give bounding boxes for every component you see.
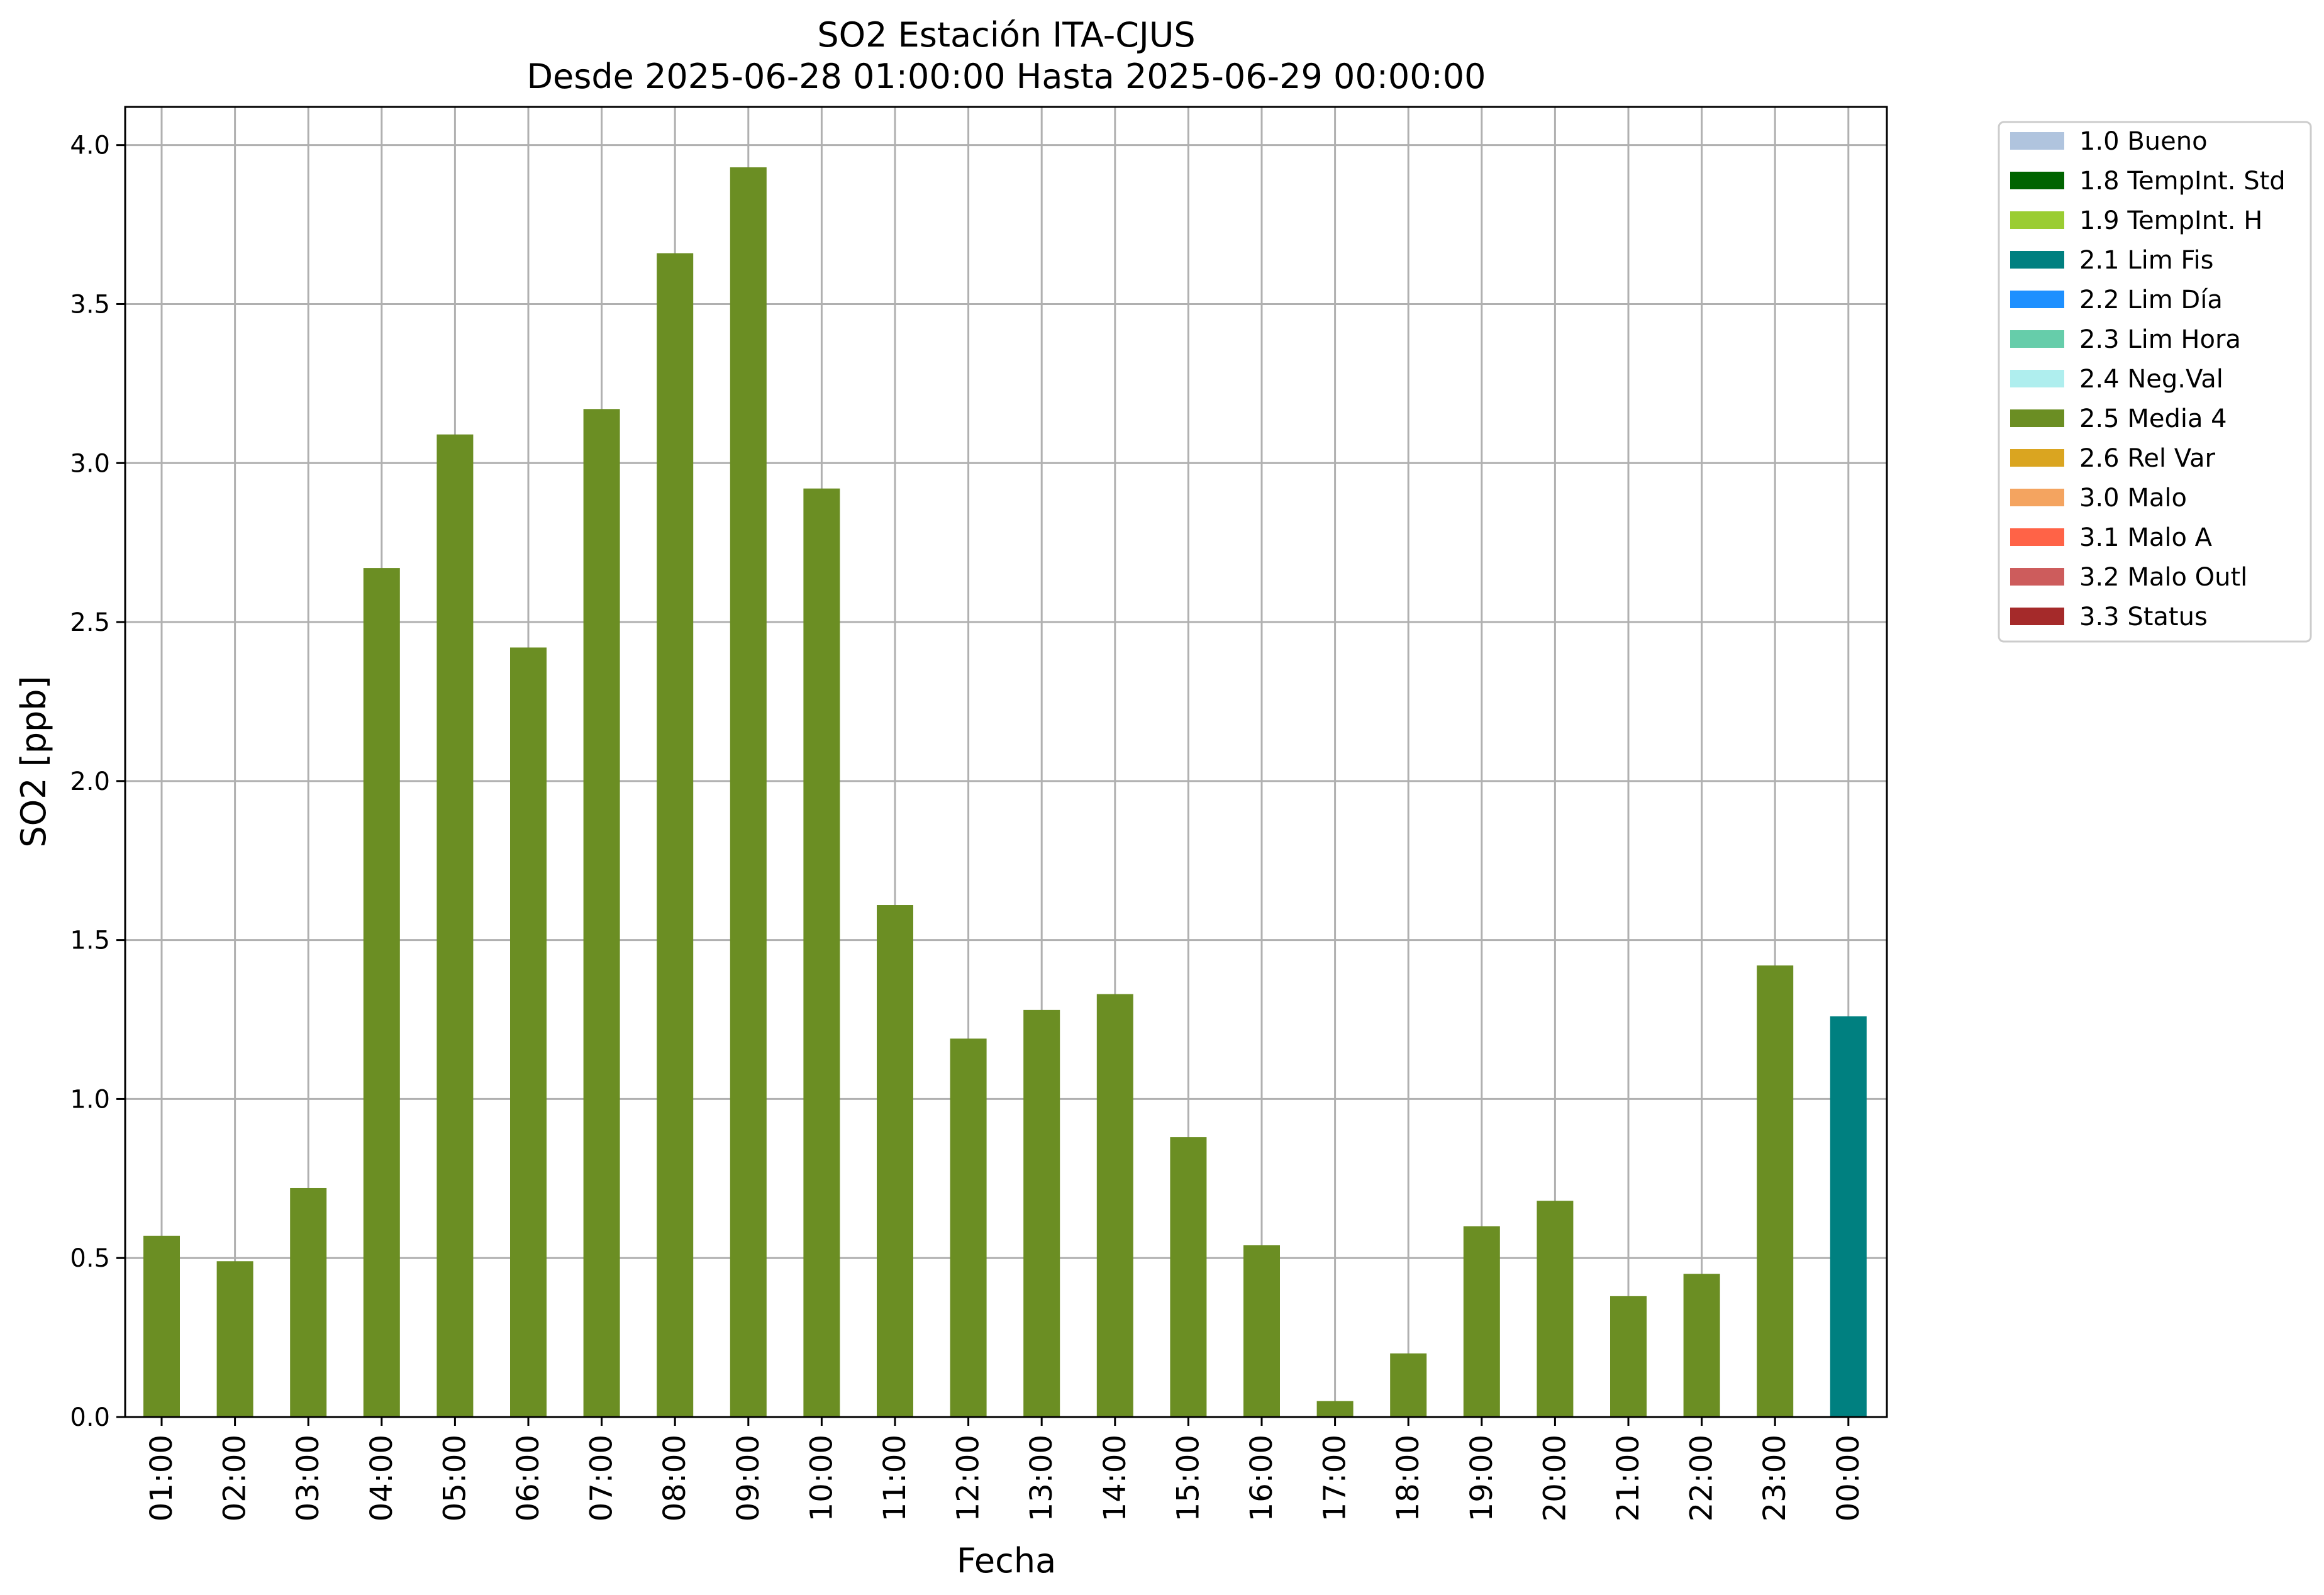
x-tick-label: 22:00 — [1684, 1435, 1720, 1521]
bar-0000 — [1830, 1016, 1867, 1417]
bar-1500 — [1170, 1137, 1207, 1417]
bar-1100 — [877, 905, 913, 1417]
legend-swatch — [2010, 528, 2064, 546]
x-tick-label: 21:00 — [1611, 1435, 1646, 1521]
legend-swatch — [2010, 489, 2064, 506]
x-tick-label: 10:00 — [804, 1435, 839, 1521]
legend-swatch — [2010, 211, 2064, 229]
legend-label: 3.3 Status — [2079, 603, 2208, 631]
legend-swatch — [2010, 409, 2064, 427]
bars — [143, 167, 1867, 1418]
y-tick-label: 2.0 — [70, 767, 110, 796]
x-tick-label: 07:00 — [584, 1435, 620, 1521]
legend-swatch — [2010, 172, 2064, 189]
bar-2300 — [1757, 965, 1794, 1417]
y-axis-ticks: 0.0 0.5 1.0 1.5 2.0 2.5 3.0 3.5 4.0 — [70, 131, 125, 1432]
x-tick-label: 14:00 — [1098, 1435, 1133, 1521]
x-tick-label: 16:00 — [1244, 1435, 1279, 1521]
y-tick-label: 1.0 — [70, 1085, 110, 1114]
bar-1200 — [950, 1038, 987, 1417]
bar-1700 — [1316, 1401, 1354, 1417]
legend-swatch — [2010, 370, 2064, 387]
x-tick-label: 08:00 — [657, 1435, 692, 1521]
x-tick-label: 00:00 — [1831, 1435, 1866, 1521]
legend-label: 2.1 Lim Fis — [2079, 246, 2213, 275]
bar-0400 — [363, 568, 400, 1417]
bar-0300 — [290, 1187, 327, 1417]
y-tick-label: 3.5 — [70, 290, 110, 319]
bar-1900 — [1463, 1226, 1500, 1417]
y-tick-label: 3.0 — [70, 449, 110, 478]
bar-1400 — [1096, 994, 1133, 1417]
y-tick-label: 2.5 — [70, 608, 110, 637]
bar-1300 — [1023, 1009, 1060, 1417]
plot-frame — [124, 106, 1888, 1418]
legend-swatch — [2010, 449, 2064, 467]
chart-title-line-1: SO2 Estación ITA-CJUS — [817, 15, 1195, 55]
legend-swatch — [2010, 251, 2064, 269]
bar-0500 — [436, 434, 474, 1417]
x-tick-label: 02:00 — [218, 1435, 253, 1521]
bar-2100 — [1610, 1296, 1647, 1417]
legend: 1.0 Bueno 1.8 TempInt. Std 1.9 TempInt. H 2… — [1998, 121, 2312, 643]
bar-0700 — [583, 409, 620, 1417]
x-tick-label: 15:00 — [1170, 1435, 1206, 1521]
legend-swatch — [2010, 608, 2064, 625]
x-tick-label: 12:00 — [951, 1435, 986, 1521]
legend-label: 1.8 TempInt. Std — [2079, 167, 2286, 196]
bar-2200 — [1683, 1274, 1720, 1417]
legend-swatch — [2010, 291, 2064, 308]
x-tick-label: 11:00 — [877, 1435, 913, 1521]
x-tick-label: 09:00 — [731, 1435, 766, 1521]
bar-1600 — [1243, 1245, 1280, 1417]
legend-label: 3.2 Malo Outl — [2079, 563, 2247, 592]
bar-1800 — [1390, 1353, 1427, 1417]
legend-label: 2.4 Neg.Val — [2079, 365, 2223, 394]
legend-label: 2.3 Lim Hora — [2079, 325, 2241, 354]
x-axis-label: Fecha — [957, 1541, 1056, 1581]
bar-0600 — [510, 647, 547, 1417]
x-tick-label: 01:00 — [144, 1435, 179, 1521]
legend-label: 2.5 Media 4 — [2079, 404, 2227, 433]
bar-0800 — [657, 253, 694, 1417]
legend-label: 1.0 Bueno — [2079, 127, 2208, 156]
legend-label: 3.0 Malo — [2079, 484, 2187, 513]
bar-0200 — [216, 1261, 253, 1417]
y-tick-label: 0.5 — [70, 1244, 110, 1273]
y-tick-label: 0.0 — [70, 1403, 110, 1432]
legend-label: 1.9 TempInt. H — [2079, 206, 2262, 235]
bar-0900 — [730, 167, 767, 1417]
y-tick-label: 4.0 — [70, 131, 110, 160]
y-axis-label: SO2 [ppb] — [14, 675, 53, 847]
x-tick-label: 05:00 — [437, 1435, 472, 1521]
legend-swatch — [2010, 132, 2064, 150]
legend-swatch — [2010, 568, 2064, 586]
bar-2000 — [1537, 1201, 1574, 1417]
legend-swatch — [2010, 330, 2064, 348]
y-tick-label: 1.5 — [70, 926, 110, 955]
chart-title-line-2: Desde 2025-06-28 01:00:00 Hasta 2025-06-… — [526, 57, 1486, 96]
x-tick-label: 20:00 — [1537, 1435, 1572, 1521]
x-axis-ticks: 01:00 02:00 03:00 04:00 05:00 06:00 07:00 08:00… — [144, 1417, 1866, 1521]
x-tick-label: 04:00 — [364, 1435, 399, 1521]
x-tick-label: 06:00 — [511, 1435, 546, 1521]
legend-label: 2.2 Lim Día — [2079, 286, 2223, 314]
legend-label: 3.1 Malo A — [2079, 523, 2213, 552]
bar-0100 — [143, 1235, 180, 1417]
x-tick-label: 17:00 — [1318, 1435, 1353, 1521]
x-tick-label: 03:00 — [291, 1435, 326, 1521]
x-tick-label: 23:00 — [1757, 1435, 1793, 1521]
bar-1000 — [803, 488, 840, 1418]
x-tick-label: 18:00 — [1391, 1435, 1426, 1521]
x-tick-label: 19:00 — [1464, 1435, 1499, 1521]
legend-label: 2.6 Rel Var — [2079, 444, 2216, 473]
x-tick-label: 13:00 — [1024, 1435, 1059, 1521]
legend-frame — [1998, 121, 2312, 643]
